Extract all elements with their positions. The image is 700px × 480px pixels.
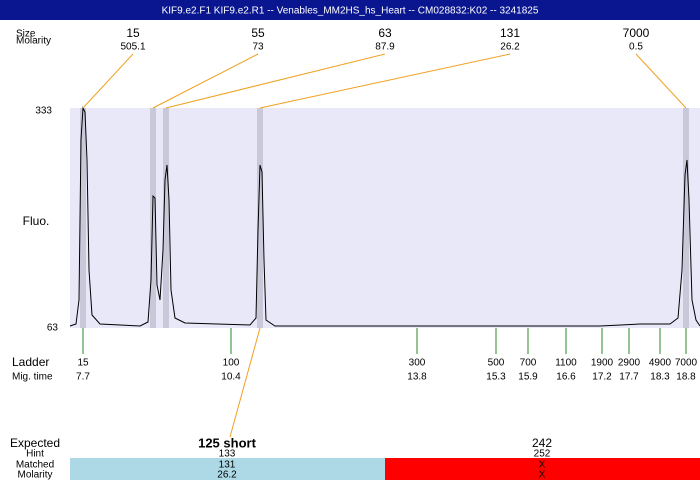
ladder-size: 700 xyxy=(520,358,537,369)
title-bar xyxy=(0,0,700,20)
ladder-size: 300 xyxy=(409,358,426,369)
ladder-time: 17.2 xyxy=(592,372,612,383)
y-top: 333 xyxy=(35,106,52,117)
peak-size: 131 xyxy=(500,26,520,40)
mismatch-bar xyxy=(385,458,700,480)
peak-connector xyxy=(165,53,386,109)
result-label: Matched xyxy=(16,460,54,471)
right-result: X xyxy=(539,470,546,480)
y-bottom: 63 xyxy=(47,323,59,334)
peak-molarity: 26.2 xyxy=(500,42,520,53)
peak-connector xyxy=(259,53,511,109)
peak-bands xyxy=(80,108,689,328)
ladder-time: 7.7 xyxy=(76,372,90,383)
peak-connector xyxy=(635,53,687,109)
molarity-label: Molarity xyxy=(16,36,51,47)
result-label: Hint xyxy=(26,449,44,460)
time-label: Mig. time xyxy=(12,372,53,383)
plot-area xyxy=(70,108,700,328)
peak-size: 63 xyxy=(378,26,392,40)
ladder-time: 10.4 xyxy=(221,372,241,383)
peak-molarity: 73 xyxy=(252,42,264,53)
right-result: 242 xyxy=(532,436,552,450)
ladder-time: 15.3 xyxy=(486,372,506,383)
peak-size: 15 xyxy=(126,26,140,40)
ladder-size: 500 xyxy=(488,358,505,369)
peak-connector xyxy=(82,53,134,109)
ladder-time: 18.8 xyxy=(676,372,696,383)
peak-molarity: 505.1 xyxy=(120,42,145,53)
ladder-time: 15.9 xyxy=(518,372,538,383)
peak-molarity: 87.9 xyxy=(375,42,395,53)
left-result: 131 xyxy=(219,460,236,471)
peak-connector xyxy=(152,53,259,109)
ladder-time: 18.3 xyxy=(650,372,670,383)
right-result: 252 xyxy=(534,449,551,460)
right-result: X xyxy=(539,460,546,471)
y-axis-label: Fluo. xyxy=(23,214,50,228)
ladder-label: Ladder xyxy=(12,355,49,369)
peak-size: 55 xyxy=(251,26,265,40)
size-label: Size xyxy=(16,29,36,40)
peak-size: 7000 xyxy=(623,26,650,40)
ladder-size: 1100 xyxy=(555,358,577,369)
ladder-size: 100 xyxy=(223,358,240,369)
title: KIF9.e2.F1 KIF9.e2.R1 -- Venables_MM2HS_… xyxy=(162,6,539,17)
result-label: Expected xyxy=(10,436,60,450)
left-result: 133 xyxy=(219,449,236,460)
left-result: 26.2 xyxy=(217,470,237,480)
ladder-time: 16.6 xyxy=(556,372,576,383)
ladder-size: 1900 xyxy=(591,358,614,369)
ladder-time: 13.8 xyxy=(407,372,427,383)
result-label: Molarity xyxy=(17,470,52,480)
left-result: 125 short xyxy=(198,435,256,450)
ladder-size: 7000 xyxy=(675,358,698,369)
ladder-size: 2900 xyxy=(618,358,641,369)
fragment-pointer xyxy=(229,327,261,438)
peak-molarity: 0.5 xyxy=(629,42,643,53)
ladder-size: 15 xyxy=(77,358,89,369)
ladder-time: 17.7 xyxy=(619,372,639,383)
ladder-size: 4900 xyxy=(649,358,672,369)
match-bar xyxy=(70,458,385,480)
trace xyxy=(69,106,700,327)
